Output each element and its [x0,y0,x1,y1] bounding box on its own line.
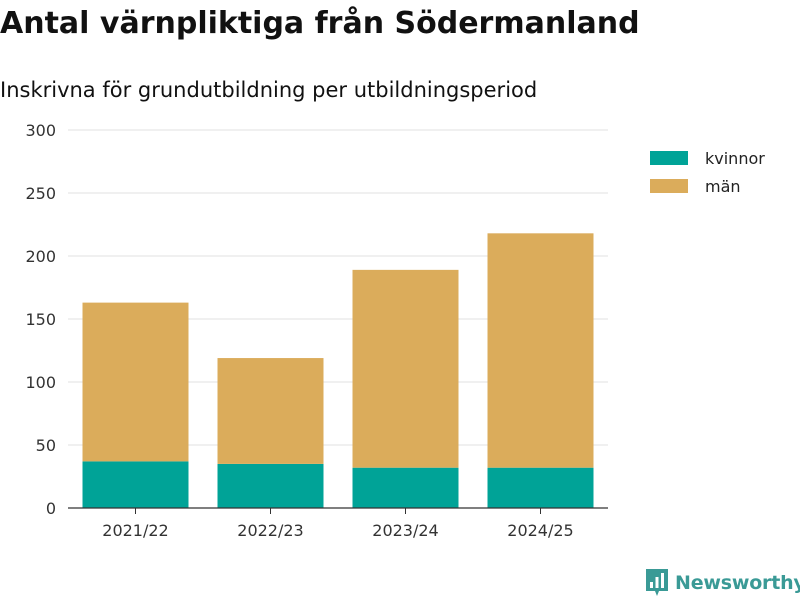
y-tick-label: 0 [46,499,56,518]
legend-swatch-män [650,179,688,193]
bar-kvinnor [487,467,594,508]
y-tick-label: 200 [25,247,56,266]
bar-män [82,302,189,462]
y-tick-label: 150 [25,310,56,329]
legend-label-kvinnor: kvinnor [705,149,765,168]
y-tick-label: 50 [36,436,56,455]
x-tick-label: 2024/25 [507,521,573,540]
brand-name: Newsworthy [675,572,800,594]
bar-kvinnor [352,467,459,508]
y-tick-label: 250 [25,184,56,203]
bar-kvinnor [82,461,189,508]
bar-män [217,358,324,464]
x-tick-label: 2022/23 [237,521,303,540]
chart-subtitle: Inskrivna för grundutbildning per utbild… [0,78,538,102]
y-tick-label: 300 [25,121,56,140]
legend-label-män: män [705,177,741,196]
bar-män [487,233,594,468]
legend-swatch-kvinnor [650,151,688,165]
bar-kvinnor [217,463,324,508]
bar-män [352,269,459,468]
newsworthy-logo[interactable]: Newsworthy [645,568,800,598]
x-tick-label: 2023/24 [372,521,438,540]
chart-title: Antal värnpliktiga från Södermanland [0,6,640,41]
x-tick-label: 2021/22 [102,521,168,540]
y-tick-label: 100 [25,373,56,392]
newsworthy-icon [646,569,668,596]
